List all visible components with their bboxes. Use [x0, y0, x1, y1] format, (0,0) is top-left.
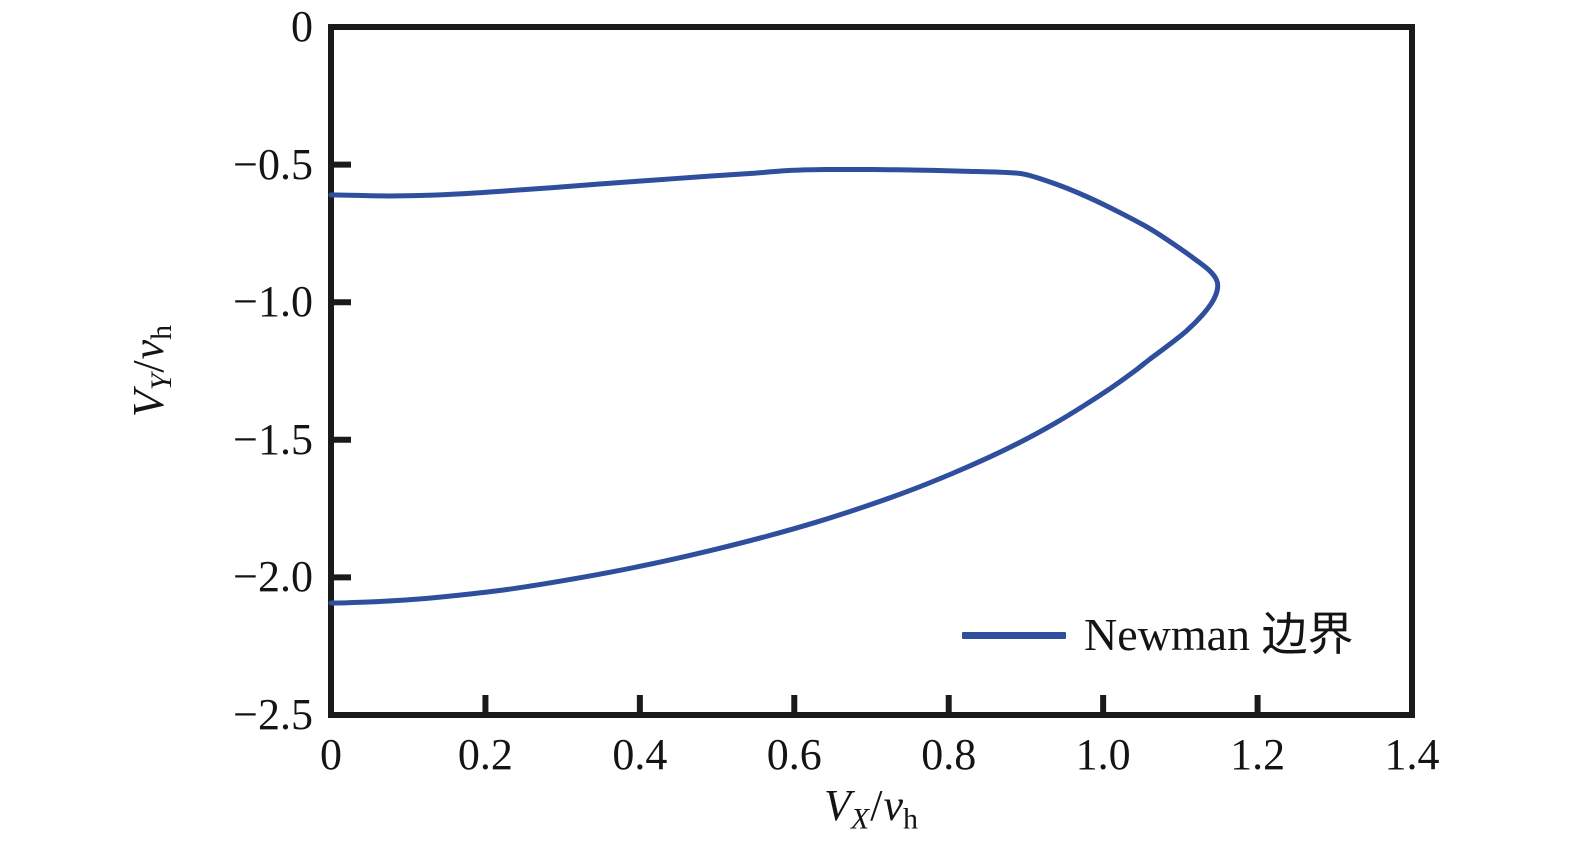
- series-newman-boundary: [328, 166, 1221, 606]
- y-axis-title-slash: /: [123, 360, 173, 373]
- x-axis-title-denominator-subscript: h: [902, 802, 918, 836]
- y-tick-label: −1.0: [233, 277, 313, 327]
- axis-ticks: [331, 161, 1261, 715]
- y-axis-title-subscript: Y: [145, 373, 179, 391]
- y-tick-label: −2.0: [233, 552, 313, 602]
- x-axis-title: VX/vh: [824, 784, 918, 834]
- x-axis-title-variable: V: [824, 781, 851, 830]
- y-tick-label: −0.5: [233, 139, 313, 189]
- x-tick-label: 1.4: [1384, 730, 1440, 779]
- y-axis-title: VY/vh: [123, 324, 179, 418]
- x-axis-title-slash: /: [870, 781, 883, 830]
- x-tick-label: 1.0: [1075, 730, 1131, 779]
- x-tick-label: 0: [320, 730, 342, 779]
- x-tick-label: 0.6: [766, 730, 822, 779]
- y-tick-label: −2.5: [233, 690, 313, 739]
- y-tick-label: 0: [291, 2, 313, 51]
- x-tick-label: 0.4: [612, 730, 668, 779]
- legend-label-newman-boundary: Newman 边界: [1084, 609, 1354, 660]
- legend-line-swatch: [962, 631, 1066, 639]
- y-axis-title-denominator-subscript: h: [145, 324, 179, 340]
- x-tick-label: 1.2: [1230, 730, 1286, 779]
- axis-frame: [328, 24, 1415, 718]
- chart-legend: Newman 边界: [962, 612, 1354, 658]
- x-axis-title-subscript: X: [850, 802, 870, 836]
- x-tick-label: 0.8: [921, 730, 977, 779]
- y-tick-label: −1.5: [233, 414, 313, 464]
- y-axis-title-variable: V: [123, 390, 173, 418]
- y-axis-title-denominator: v: [123, 339, 173, 360]
- x-axis-title-denominator: v: [883, 781, 903, 830]
- x-tick-label: 0.2: [457, 730, 513, 779]
